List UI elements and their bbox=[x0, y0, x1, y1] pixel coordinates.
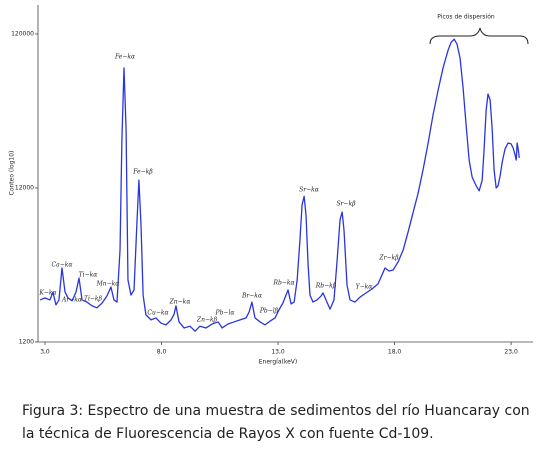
y-tick-label: 1200 bbox=[19, 339, 34, 346]
peak-label: Rb−kα bbox=[272, 280, 294, 287]
peak-label: Cu−kα bbox=[147, 310, 168, 317]
brace-label: Picos de dispersión bbox=[437, 14, 495, 21]
y-axis-label: Conteo (log10) bbox=[9, 151, 16, 196]
spectrum-line bbox=[39, 38, 520, 332]
peak-label: Br−kα bbox=[241, 293, 262, 300]
x-tick-label: 8,0 bbox=[157, 349, 167, 356]
chart: Conteo (log10) Energía(keV) 3,0 8,0 13,0 18… bbox=[9, 5, 533, 366]
x-tick-label: 13,0 bbox=[271, 349, 285, 356]
peak-label: Pb−lβ bbox=[259, 308, 279, 315]
x-axis-label: Energía(keV) bbox=[259, 359, 298, 366]
caption: Figura 3: Espectro de una muestra de sed… bbox=[22, 403, 530, 442]
y-tick-label: 120000 bbox=[11, 30, 34, 37]
y-tick-label: 12000 bbox=[15, 184, 34, 191]
peak-label: Fe−kα bbox=[114, 54, 135, 61]
peak-label: Zn−kβ bbox=[196, 317, 218, 324]
peak-label: Sr−kα bbox=[299, 187, 319, 194]
peak-label: Sr−kβ bbox=[336, 201, 356, 208]
peak-label: Rb−kβ bbox=[315, 283, 337, 290]
peak-label: Zn−kα bbox=[169, 299, 191, 306]
peak-label: Ti−kβ bbox=[84, 296, 103, 303]
peak-label: K−kα bbox=[38, 290, 56, 297]
peak-label: Y−kα bbox=[356, 284, 373, 291]
peak-label: Fe−kβ bbox=[132, 169, 153, 176]
x-tick-label: 3,0 bbox=[40, 349, 50, 356]
peak-label: Ca−kα bbox=[52, 262, 73, 269]
x-tick-label: 18,0 bbox=[388, 349, 402, 356]
peak-label: Mn−kα bbox=[96, 281, 120, 288]
x-tick-label: 23,0 bbox=[504, 349, 518, 356]
peak-label: Pb−lα bbox=[215, 310, 235, 317]
peak-label: Ar−kα bbox=[61, 297, 82, 304]
peak-label: Zr−kβ bbox=[378, 255, 399, 262]
peak-label: Ti−kα bbox=[79, 272, 98, 279]
brace bbox=[429, 27, 529, 45]
